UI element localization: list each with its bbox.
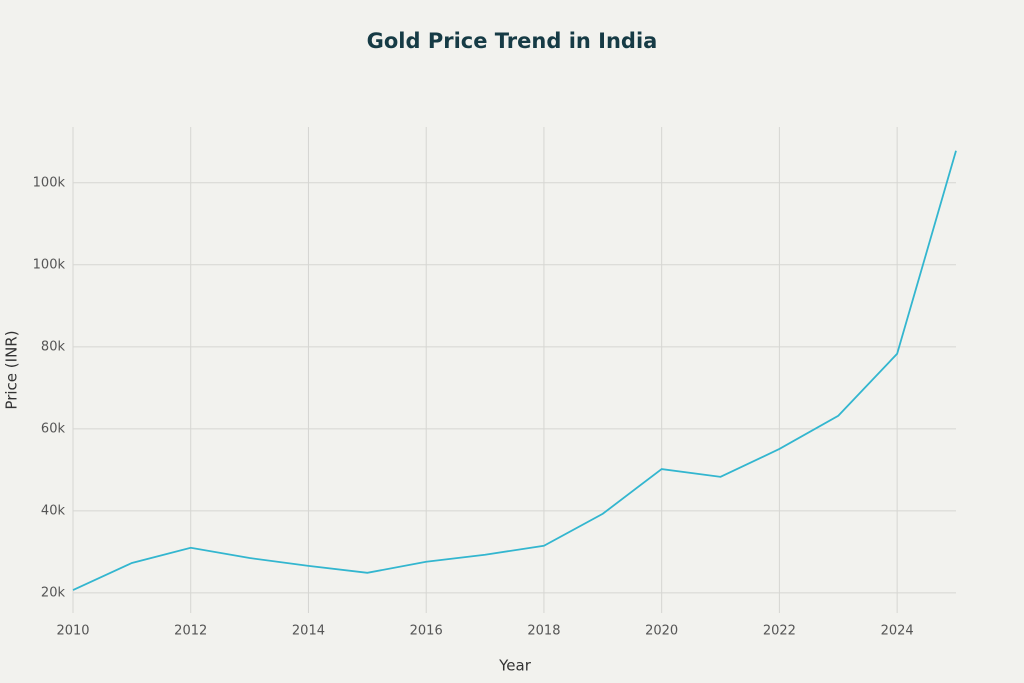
- y-tick-label: 40k: [41, 503, 66, 518]
- x-tick-label: 2014: [292, 624, 325, 639]
- x-tick-label: 2012: [174, 624, 207, 639]
- y-tick-label: 100k: [33, 257, 66, 272]
- y-axis-title: Price (INR): [3, 330, 21, 409]
- x-tick-label: 2024: [881, 624, 914, 639]
- y-tick-label: 20k: [41, 585, 66, 600]
- x-tick-label: 2022: [763, 624, 796, 639]
- line: [72, 150, 957, 591]
- x-axis-title: Year: [498, 657, 532, 675]
- y-tick-label: 60k: [41, 421, 66, 436]
- x-tick-label: 2016: [410, 624, 443, 639]
- x-tick-label: 2010: [56, 624, 89, 639]
- x-tick-label: 2020: [645, 624, 678, 639]
- chart-title: Gold Price Trend in India: [367, 29, 658, 53]
- x-tick-label: 2018: [527, 624, 560, 639]
- y-tick-label: 80k: [41, 339, 66, 354]
- y-tick-label: 100k: [33, 175, 66, 190]
